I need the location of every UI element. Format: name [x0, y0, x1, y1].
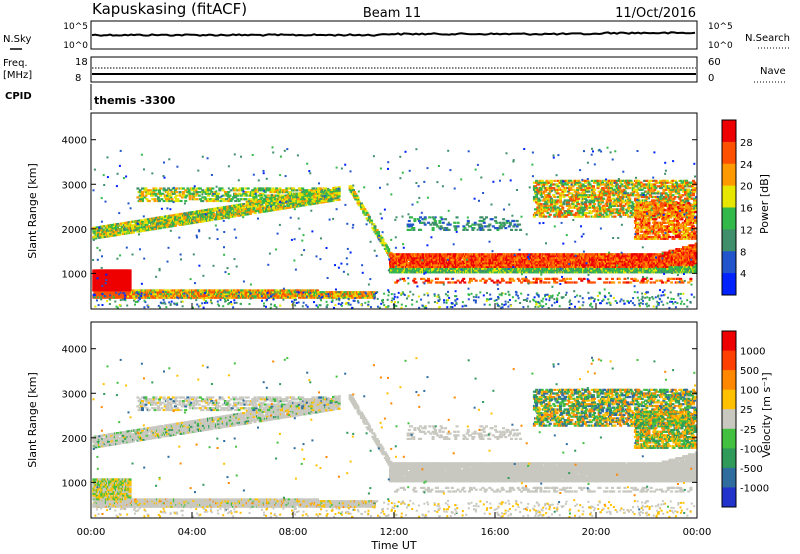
- colorbar-tick: 4: [740, 269, 746, 280]
- velocity-colorbar-label: Velocity [m s⁻¹]: [760, 372, 773, 457]
- nsearch-label: N.Search: [745, 33, 790, 44]
- power-yticks: 1000 2000 3000 4000: [62, 136, 697, 280]
- time-axis-label: Time UT: [370, 539, 416, 552]
- xtick-label: 00:00: [683, 527, 712, 538]
- nsky-tick-low: 10^0: [63, 41, 88, 51]
- colorbar-segment: [722, 251, 736, 274]
- ytick-label: 2000: [62, 434, 87, 445]
- nave-tick-high: 60: [708, 57, 721, 68]
- ytick-label: 1000: [62, 478, 87, 489]
- freq-tick-low: 8: [75, 73, 81, 84]
- xtick-label: 00:00: [77, 527, 106, 538]
- nave-tick-low: 0: [708, 73, 714, 84]
- nsky-panel: [90, 20, 698, 50]
- station-title: Kapuskasing (fitACF): [92, 0, 247, 18]
- cpid-label: CPID: [5, 91, 32, 102]
- velocity-data: [92, 356, 698, 518]
- cpid-value: themis -3300: [94, 94, 176, 107]
- colorbar-tick: -1000: [740, 483, 769, 494]
- colorbar-segment: [722, 185, 736, 208]
- colorbar-tick: -25: [740, 425, 756, 436]
- colorbar-tick: 16: [740, 204, 753, 215]
- colorbar-tick: 20: [740, 182, 753, 193]
- colorbar-tick: 12: [740, 225, 753, 236]
- xtick-label: 12:00: [380, 527, 409, 538]
- colorbar-frame: [721, 330, 737, 508]
- velocity-yticks: 1000 2000 3000 4000: [62, 345, 697, 489]
- nsky-tick-high: 10^5: [63, 22, 88, 32]
- colorbar-segment: [722, 207, 736, 230]
- nsearch-tick-high: 10^5: [708, 22, 733, 32]
- xtick-label: 16:00: [481, 527, 510, 538]
- colorbar-segment: [722, 273, 736, 296]
- colorbar-tick: -500: [740, 464, 763, 475]
- colorbar-tick: 1000: [740, 347, 765, 358]
- colorbar-segment: [722, 350, 736, 371]
- beam-title: Beam 11: [363, 6, 421, 21]
- ytick-label: 4000: [62, 345, 87, 356]
- colorbar-segment: [722, 448, 736, 469]
- nsky-trace: [91, 31, 696, 37]
- colorbar-segment: [722, 487, 736, 508]
- colorbar-tick: -100: [740, 444, 763, 455]
- colorbar-segment: [722, 229, 736, 252]
- colorbar-tick: 500: [740, 366, 759, 377]
- colorbar-segment: [722, 467, 736, 488]
- velocity-ylabel: Slant Range [km]: [26, 372, 39, 468]
- xtick-label: 08:00: [279, 527, 308, 538]
- colorbar-tick: 100: [740, 386, 759, 397]
- colorbar-tick: 28: [740, 138, 753, 149]
- nsearch-tick-low: 10^0: [708, 41, 733, 51]
- ytick-label: 3000: [62, 180, 87, 191]
- ytick-label: 3000: [62, 389, 87, 400]
- colorbar-segment: [722, 163, 736, 187]
- power-colorbar: 4 8 12 16 20 24 28: [721, 119, 753, 296]
- xtick-label: 04:00: [178, 527, 207, 538]
- freq-label: Freq.: [3, 58, 28, 69]
- date-title: 11/Oct/2016: [615, 6, 696, 21]
- velocity-colorbar: 1000 500 100 25 -25 -100 -500 -1000: [721, 330, 769, 508]
- colorbar-segment: [722, 370, 736, 391]
- colorbar-tick: 8: [740, 247, 746, 258]
- ytick-label: 1000: [62, 269, 87, 280]
- colorbar-segment: [722, 331, 736, 352]
- ytick-label: 4000: [62, 136, 87, 147]
- nave-label: Nave: [760, 66, 786, 77]
- colorbar-segment: [722, 120, 736, 143]
- power-colorbar-label: Power [dB]: [758, 174, 771, 234]
- freq-panel: [90, 56, 698, 83]
- colorbar-segment: [722, 428, 736, 449]
- time-axis-ticks: 00:00 04:00 08:00 12:00 16:00 20:00 00:00: [77, 303, 712, 538]
- freq-unit: [MHz]: [3, 70, 32, 81]
- xtick-label: 20:00: [582, 527, 611, 538]
- colorbar-segment: [722, 389, 736, 410]
- colorbar-segment: [722, 141, 736, 165]
- colorbar-tick: 24: [740, 160, 753, 171]
- freq-tick-high: 18: [75, 57, 88, 68]
- power-data: [92, 146, 698, 309]
- colorbar-tick: 25: [740, 405, 753, 416]
- power-ylabel: Slant Range [km]: [26, 163, 39, 259]
- colorbar-segment: [722, 409, 736, 430]
- ytick-label: 2000: [62, 225, 87, 236]
- colorbar-frame: [721, 119, 737, 296]
- nsky-label: N.Sky: [3, 34, 31, 45]
